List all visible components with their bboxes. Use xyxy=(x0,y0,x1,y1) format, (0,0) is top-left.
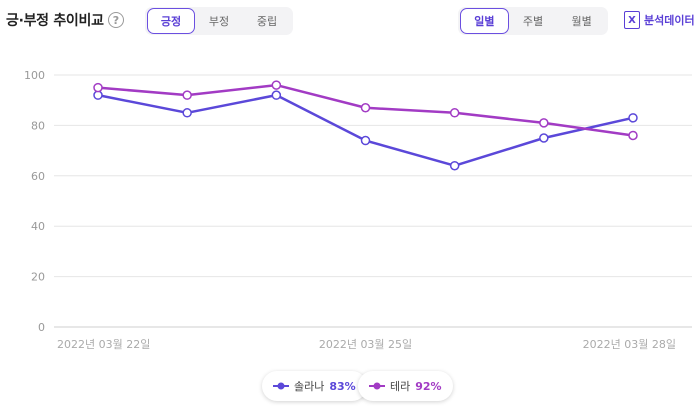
legend-value-solana: 83% xyxy=(329,379,356,393)
data-point-1-3 xyxy=(360,103,371,113)
legend-value-terra: 92% xyxy=(415,379,442,393)
data-point-0-1 xyxy=(182,108,192,118)
legend-item-solana[interactable]: 솔라나 83% xyxy=(262,371,367,401)
data-point-0-2 xyxy=(271,90,282,100)
legend-item-terra[interactable]: 테라 92% xyxy=(358,371,453,401)
page-title: 긍·부정 추이비교 xyxy=(6,13,104,29)
help-icon[interactable]: ? xyxy=(108,12,124,28)
x-tick-label: 2022년 03월 25일 xyxy=(319,337,412,351)
sentiment-toggle: 긍정 부정 중립 xyxy=(145,7,293,35)
data-point-0-4 xyxy=(449,160,460,171)
data-point-1-0 xyxy=(93,82,103,93)
export-data-button[interactable]: X 분석데이터 xyxy=(624,11,695,29)
y-tick-label: 20 xyxy=(31,271,45,284)
data-point-0-6 xyxy=(628,113,638,123)
legend-marker-terra xyxy=(369,382,385,390)
data-point-0-0 xyxy=(93,90,103,100)
period-toggle: 일별 주별 월별 xyxy=(458,7,608,35)
tab-positive[interactable]: 긍정 xyxy=(147,8,195,34)
data-point-1-2 xyxy=(271,80,282,90)
excel-icon: X xyxy=(624,11,640,29)
data-point-1-5 xyxy=(539,118,549,128)
data-point-1-6 xyxy=(628,130,638,141)
export-label: 분석데이터 xyxy=(644,14,695,27)
legend-label-solana: 솔라나 xyxy=(294,380,325,393)
tab-monthly[interactable]: 월별 xyxy=(571,15,592,28)
y-tick-label: 40 xyxy=(31,220,45,233)
tab-negative[interactable]: 부정 xyxy=(208,15,230,28)
y-tick-label: 60 xyxy=(31,170,45,183)
data-point-1-4 xyxy=(449,108,460,118)
data-point-1-1 xyxy=(182,90,192,100)
tab-daily[interactable]: 일별 xyxy=(460,8,509,34)
x-tick-label: 2022년 03월 22일 xyxy=(57,337,150,351)
legend-marker-solana xyxy=(273,382,289,390)
data-point-0-3 xyxy=(360,135,371,146)
tab-weekly[interactable]: 주별 xyxy=(522,15,544,28)
y-tick-label: 100 xyxy=(24,69,45,82)
data-point-0-5 xyxy=(539,133,549,143)
x-tick-label: 2022년 03월 28일 xyxy=(583,337,676,351)
y-tick-label: 80 xyxy=(31,119,45,132)
legend-label-terra: 테라 xyxy=(390,380,411,393)
tab-neutral[interactable]: 중립 xyxy=(256,15,278,28)
y-tick-label: 0 xyxy=(38,321,45,334)
